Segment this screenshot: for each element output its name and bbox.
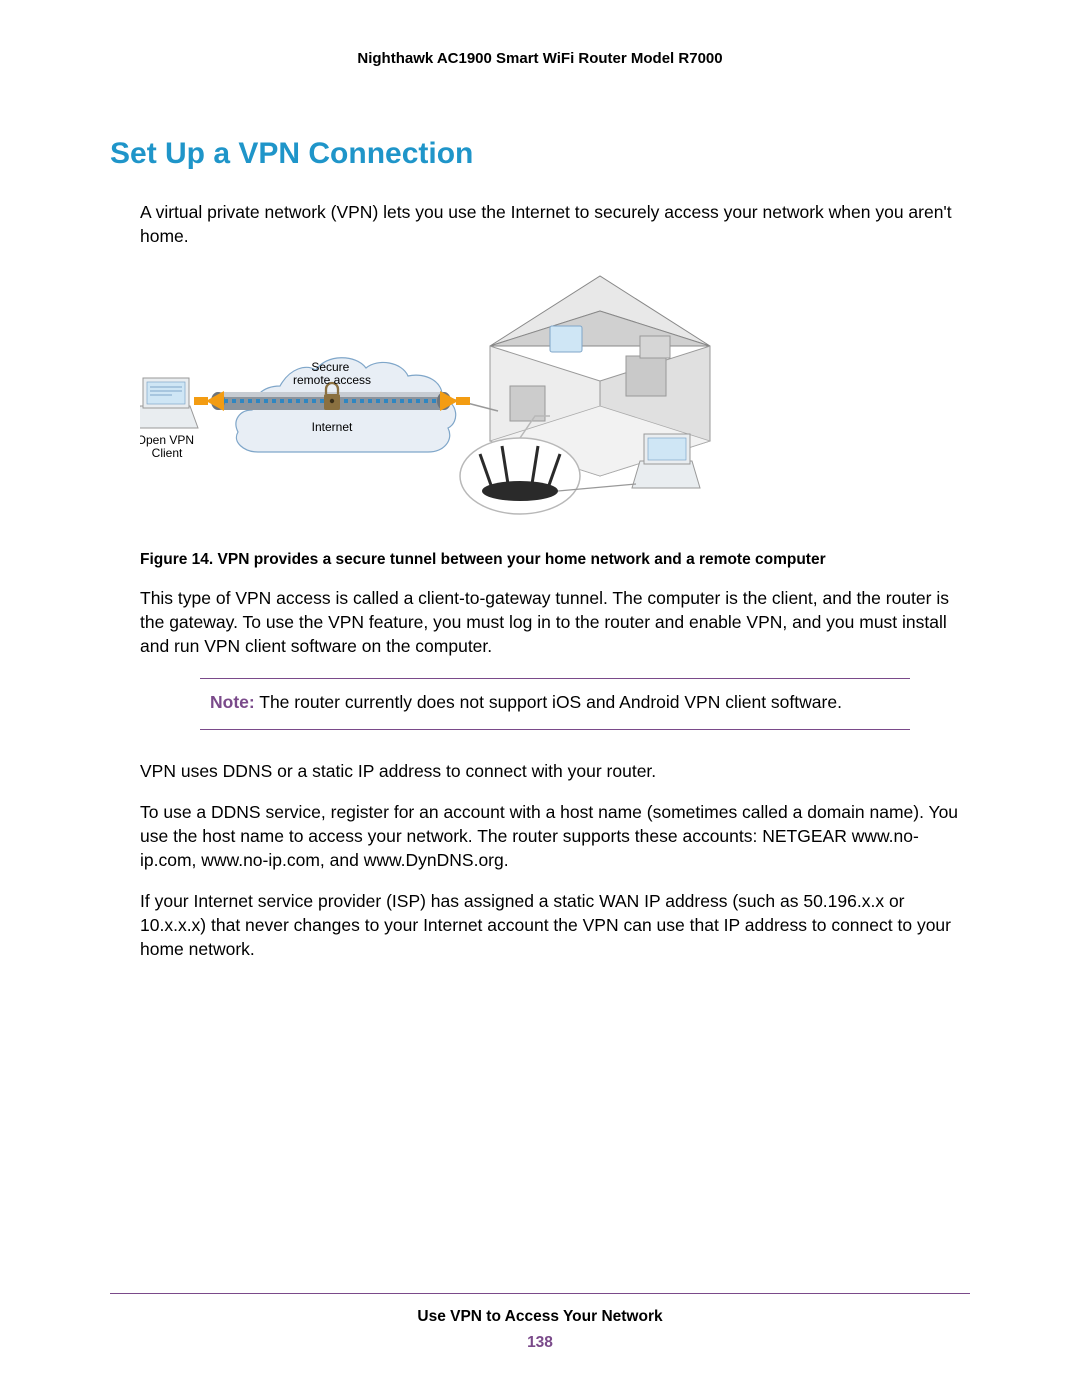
paragraph-2: This type of VPN access is called a clie…: [140, 587, 970, 658]
paragraph-5: If your Internet service provider (ISP) …: [140, 890, 970, 961]
footer-rule: [110, 1293, 970, 1294]
page-footer: Use VPN to Access Your Network 138: [110, 1293, 970, 1352]
internet-label: Internet: [312, 420, 353, 434]
section-title: Set Up a VPN Connection: [110, 137, 970, 171]
arrow-left-icon: [194, 391, 224, 411]
client-label: Open VPN Client: [140, 433, 197, 460]
footer-page-number: 138: [110, 1334, 970, 1352]
note-box: Note: The router currently does not supp…: [200, 678, 910, 730]
laptop-left-icon: [140, 378, 198, 428]
note-text: The router currently does not support iO…: [255, 692, 842, 712]
paragraph-4: To use a DDNS service, register for an a…: [140, 801, 970, 872]
paragraph-3: VPN uses DDNS or a static IP address to …: [140, 760, 970, 784]
intro-paragraph: A virtual private network (VPN) lets you…: [140, 201, 970, 248]
note-label: Note:: [210, 692, 255, 712]
page-header: Nighthawk AC1900 Smart WiFi Router Model…: [110, 50, 970, 67]
footer-chapter: Use VPN to Access Your Network: [110, 1308, 970, 1326]
figure-caption: Figure 14. VPN provides a secure tunnel …: [140, 551, 970, 569]
vpn-diagram: Open VPN Client Secure remote access Int…: [140, 266, 970, 531]
router-callout: [460, 438, 580, 514]
